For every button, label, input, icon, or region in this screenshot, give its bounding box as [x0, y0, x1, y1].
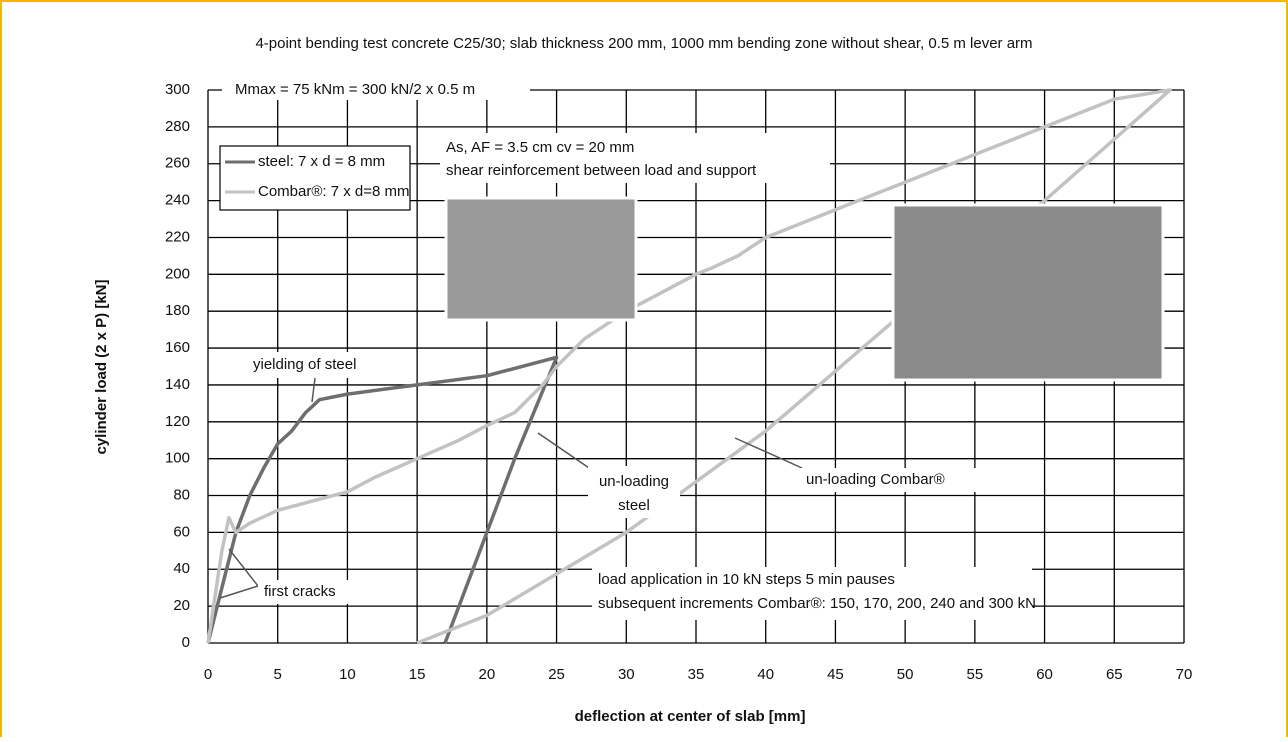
annotation-box	[258, 580, 362, 604]
chart-title: 4-point bending test concrete C25/30; sl…	[255, 35, 1032, 52]
x-tick-label: 0	[204, 666, 212, 683]
y-tick-label: 220	[165, 228, 190, 245]
annotation-box	[592, 567, 1032, 620]
y-tick-label: 40	[173, 560, 190, 577]
y-tick-label: 100	[165, 450, 190, 467]
annotation: subsequent increments Combar®: 150, 170,…	[598, 595, 1036, 612]
annotation: yielding of steel	[253, 356, 356, 373]
y-tick-label: 240	[165, 192, 190, 209]
x-tick-label: 30	[618, 666, 635, 683]
annotation: first cracks	[264, 583, 336, 600]
y-tick-label: 260	[165, 155, 190, 172]
leader	[228, 548, 259, 587]
x-tick-label: 55	[967, 666, 984, 683]
x-tick-label: 50	[897, 666, 914, 683]
x-tick-label: 65	[1106, 666, 1123, 683]
y-tick-label: 60	[173, 523, 190, 540]
annotation-box	[800, 468, 980, 492]
annotation-box	[222, 80, 530, 100]
x-tick-label: 5	[274, 666, 282, 683]
x-tick-label: 70	[1176, 666, 1193, 683]
legend-label: Combar®: 7 x d=8 mm	[258, 183, 410, 200]
annotation: load application in 10 kN steps 5 min pa…	[598, 571, 895, 588]
y-tick-label: 160	[165, 339, 190, 356]
leader	[734, 437, 803, 469]
photo	[444, 196, 638, 322]
annotation: Mmax = 75 kNm = 300 kN/2 x 0.5 m	[235, 81, 475, 98]
leader	[311, 377, 316, 403]
leader	[219, 585, 259, 599]
x-tick-label: 40	[757, 666, 774, 683]
y-tick-label: 180	[165, 302, 190, 319]
annotation: un-loading Combar®	[806, 471, 945, 488]
x-tick-label: 15	[409, 666, 426, 683]
y-tick-label: 120	[165, 413, 190, 430]
leader	[537, 432, 593, 471]
legend-box	[219, 145, 411, 211]
y-tick-label: 200	[165, 265, 190, 282]
photo	[891, 203, 1165, 382]
y-tick-label: 0	[182, 634, 190, 651]
annotation: steel	[618, 497, 650, 514]
y-tick-label: 280	[165, 118, 190, 135]
annotation: un-loading	[599, 473, 669, 490]
y-axis-label: cylinder load (2 x P) [kN]	[93, 279, 110, 454]
x-tick-label: 25	[548, 666, 565, 683]
series-line	[206, 355, 559, 644]
annotation: As, AF = 3.5 cm cv = 20 mm	[446, 139, 634, 156]
annotation-box	[440, 133, 830, 183]
legend: steel: 7 x d = 8 mm Combar®: 7 x d=8 mm	[219, 145, 411, 211]
x-tick-label: 45	[827, 666, 844, 683]
x-axis-label: deflection at center of slab [mm]	[575, 708, 806, 725]
y-tick-label: 80	[173, 487, 190, 504]
annotations: Mmax = 75 kNm = 300 kN/2 x 0.5 m As, AF …	[219, 80, 1165, 620]
x-tick-label: 60	[1036, 666, 1053, 683]
y-tick-label: 20	[173, 597, 190, 614]
x-tick-label: 10	[339, 666, 356, 683]
annotation-box	[245, 352, 395, 378]
y-tick-label: 300	[165, 81, 190, 98]
annotation-box	[588, 466, 680, 518]
x-tick-label: 20	[479, 666, 496, 683]
legend-label: steel: 7 x d = 8 mm	[258, 153, 385, 170]
y-tick-label: 140	[165, 376, 190, 393]
x-tick-label: 35	[688, 666, 705, 683]
annotation: shear reinforcement between load and sup…	[446, 162, 757, 179]
